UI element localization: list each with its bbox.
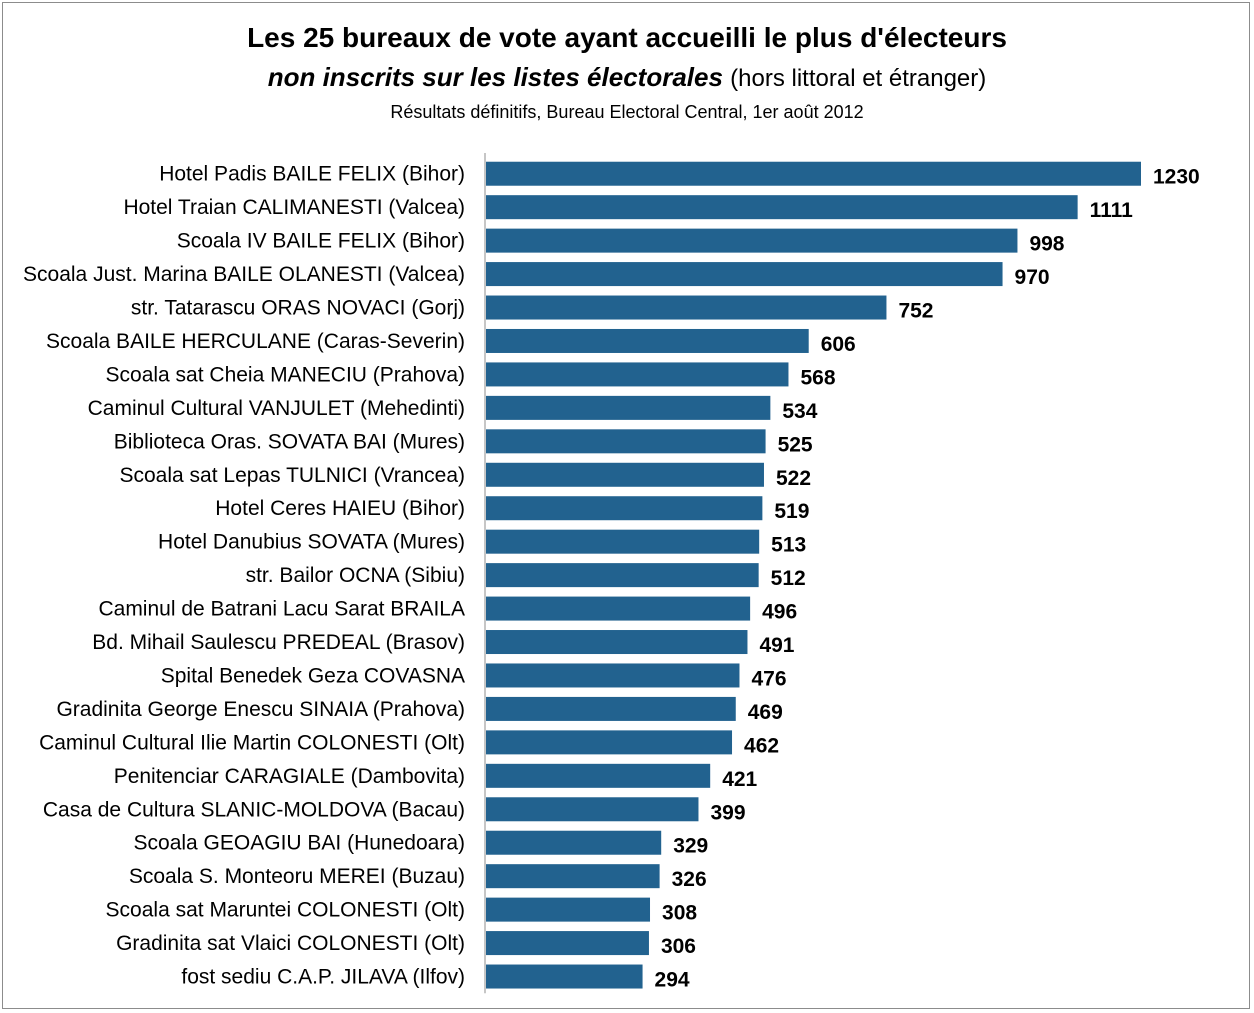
category-label: Scoala IV BAILE FELIX (Bihor) <box>177 230 465 253</box>
data-label: 525 <box>778 433 813 456</box>
data-label: 496 <box>762 601 797 624</box>
bar <box>486 696 736 721</box>
data-label: 306 <box>661 935 696 958</box>
bar <box>486 897 651 922</box>
data-label: 534 <box>782 400 817 423</box>
category-label: Scoala S. Monteoru MEREI (Buzau) <box>129 865 465 888</box>
category-label: Bd. Mihail Saulescu PREDEAL (Brasov) <box>92 631 465 654</box>
category-label: Penitenciar CARAGIALE (Dambovita) <box>114 765 465 788</box>
bar <box>486 462 764 487</box>
category-label: Hotel Traian CALIMANESTI (Valcea) <box>123 196 465 219</box>
data-label: 606 <box>821 333 856 356</box>
chart-title-line2: non inscrits sur les listes électorales … <box>0 62 1254 93</box>
bar <box>486 395 771 420</box>
data-label: 568 <box>800 366 835 389</box>
data-label: 308 <box>662 902 697 925</box>
bar <box>486 195 1078 220</box>
data-label: 462 <box>744 734 779 757</box>
data-label: 998 <box>1029 233 1064 256</box>
data-label: 326 <box>672 868 707 891</box>
category-label: Caminul Cultural Ilie Martin COLONESTI (… <box>39 731 465 754</box>
bar <box>486 228 1018 253</box>
data-label: 1111 <box>1090 199 1134 222</box>
bar <box>486 262 1003 287</box>
bar <box>486 563 759 588</box>
data-label: 513 <box>771 534 806 557</box>
category-label: Caminul de Batrani Lacu Sarat BRAILA <box>98 598 465 621</box>
category-label: str. Tatarascu ORAS NOVACI (Gorj) <box>131 297 465 320</box>
data-label: 522 <box>776 467 811 490</box>
bar <box>486 830 662 855</box>
bar <box>486 429 766 454</box>
category-label: Gradinita George Enescu SINAIA (Prahova) <box>56 698 465 721</box>
data-label: 1230 <box>1153 166 1200 189</box>
category-label: Hotel Padis BAILE FELIX (Bihor) <box>159 163 465 186</box>
category-label: Caminul Cultural VANJULET (Mehedinti) <box>88 397 465 420</box>
data-label: 469 <box>748 701 783 724</box>
category-label: Scoala Just. Marina BAILE OLANESTI (Valc… <box>23 263 465 286</box>
category-label: fost sediu C.A.P. JILAVA (Ilfov) <box>181 966 465 989</box>
data-label: 512 <box>771 567 806 590</box>
category-label: Gradinita sat Vlaici COLONESTI (Olt) <box>116 932 465 955</box>
bar <box>486 630 748 655</box>
bar <box>486 763 711 788</box>
bar <box>486 161 1141 186</box>
chart-title-suffix: (hors littoral et étranger) <box>730 65 987 92</box>
bar <box>486 797 699 822</box>
data-label: 519 <box>774 500 809 523</box>
bar <box>486 295 887 320</box>
data-label: 399 <box>710 801 745 824</box>
category-label: Scoala GEOAGIU BAI (Hunedoara) <box>134 832 465 855</box>
bar <box>486 328 809 353</box>
bar <box>486 931 649 956</box>
chart-title-italic: non inscrits sur les listes électorales <box>267 62 723 92</box>
category-label: Spital Benedek Geza COVASNA <box>161 664 465 687</box>
category-label: Scoala sat Cheia MANECIU (Prahova) <box>106 363 465 386</box>
data-label: 491 <box>759 634 794 657</box>
data-label: 970 <box>1015 266 1050 289</box>
bar <box>486 596 751 621</box>
data-label: 329 <box>673 835 708 858</box>
data-label: 421 <box>722 768 757 791</box>
chart-title: Les 25 bureaux de vote ayant accueilli l… <box>247 22 1007 53</box>
category-label: Casa de Cultura SLANIC-MOLDOVA (Bacau) <box>43 798 465 821</box>
bar <box>486 964 643 989</box>
bar <box>486 730 733 755</box>
category-label: Hotel Ceres HAIEU (Bihor) <box>215 497 465 520</box>
data-label: 294 <box>655 969 690 992</box>
category-label: Biblioteca Oras. SOVATA BAI (Mures) <box>114 430 465 453</box>
data-label: 752 <box>898 300 933 323</box>
bar <box>486 529 760 554</box>
bar <box>486 663 740 688</box>
category-label: Scoala sat Maruntei COLONESTI (Olt) <box>106 899 465 922</box>
bar <box>486 362 789 387</box>
chart-subtitle: Résultats définitifs, Bureau Electoral C… <box>390 102 864 122</box>
bar <box>486 864 660 889</box>
category-label: Hotel Danubius SOVATA (Mures) <box>158 531 465 554</box>
category-label: Scoala BAILE HERCULANE (Caras-Severin) <box>46 330 465 353</box>
data-label: 476 <box>751 667 786 690</box>
bar <box>486 496 763 521</box>
category-label: str. Bailor OCNA (Sibiu) <box>246 564 465 587</box>
category-label: Scoala sat Lepas TULNICI (Vrancea) <box>120 464 466 487</box>
